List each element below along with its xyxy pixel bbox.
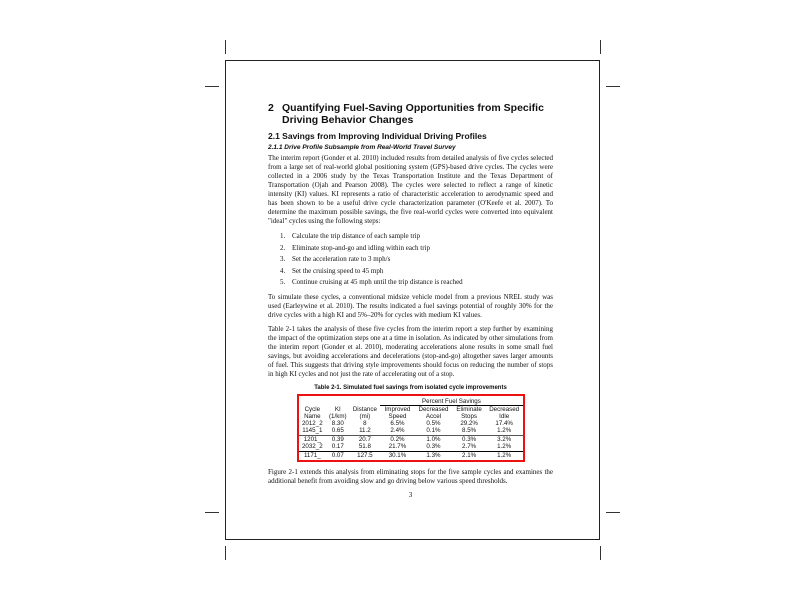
table-cell: 0.39 [326,434,350,444]
fuel-savings-table: Cycle Name KI (1/km) Distance (mi) Percent … [296,393,525,463]
table-cell: 0.17 [331,443,344,451]
table-cell: 1.2% [497,427,512,435]
list-item: 1. Calculate the trip distance of each sa… [280,231,553,243]
table-row: 1145_1 0.65 11.2 2.4% 0.1% 8.5% 1.2% [299,427,523,435]
table-cell: 1201_ [298,434,327,444]
table-cell: 51.8 [358,443,371,451]
col-header: KI (1/km) [329,405,347,420]
paragraph-3: Table 2-1 takes the analysis of these fi… [268,324,553,378]
crop-mark [205,86,219,87]
table-cell: 2012_2 [301,419,323,427]
table-cell: 2032_2 [301,443,323,451]
crop-mark [225,546,226,560]
col-header: Improved Speed [384,405,411,420]
chapter-heading: 2 Quantifying Fuel-Saving Opportunities f… [268,102,553,126]
subsection-heading: 2.1.1 Drive Profile Subsample from Real-… [268,144,456,151]
table-cell: 1145_1 [302,427,323,435]
list-item: 3. Set the acceleration rate to 3 mph/s [280,254,553,266]
paragraph-4: Figure 2-1 extends this analysis from el… [268,468,553,486]
table-cell: 2.1% [452,450,486,460]
table-cell: 20.7 [349,434,381,444]
list-number: 2. [280,243,286,252]
table-cell: 0.65 [331,427,344,435]
page-number: 3 [408,491,413,500]
list-item: 5. Continue cruising at 45 mph until the … [280,277,553,289]
list-text: Set the acceleration rate to 3 mph/s [292,255,391,263]
table-row: 1171_ 0.07 127.5 30.1% 1.3% 2.1% 1.2% [298,450,523,460]
table-cell: 0.07 [326,450,350,460]
document-page [225,60,600,540]
table-caption: Table 2-1. Simulated fuel savings from i… [314,384,507,391]
table-cell: 1171_ [298,450,327,460]
group-header: Percent Fuel Savings [380,397,523,406]
list-text: Set the cruising speed to 45 mph [292,266,384,275]
steps-list: 1. Calculate the trip distance of each sa… [280,231,553,289]
list-text: Calculate the trip distance of each samp… [292,232,421,240]
page-content: 2 Quantifying Fuel-Saving Opportunities f… [268,102,553,500]
list-text: Continue cruising at 45 mph until the tr… [292,278,463,286]
col-header: Eliminate Stops [456,405,482,420]
list-number: 4. [280,266,286,275]
crop-mark [205,512,219,513]
table-cell: 17.4% [495,419,513,427]
table-cell: 0.2% [380,434,415,444]
chapter-number: 2 [268,102,274,114]
table-cell: 11.2 [359,427,371,435]
table-cell: 21.7% [388,443,407,451]
table-cell: 1.3% [414,450,453,460]
crop-mark [606,86,620,87]
chapter-title: Quantifying Fuel-Saving Opportunities fr… [282,102,544,126]
table-cell: 8.30 [331,419,344,427]
list-item: 2. Eliminate stop-and-go and idling withi… [280,243,553,255]
paragraph-2: To simulate these cycles, a conventional… [268,292,553,319]
table-cell: 30.1% [380,450,415,460]
col-header: Decreased Idle [489,405,520,420]
col-header: Cycle Name [304,405,321,420]
list-number: 5. [280,278,286,286]
table-row: 2032_2 0.17 51.8 21.7% 0.3% 2.7% 1.2% [299,443,523,451]
col-header: Decreased Accel [418,405,449,420]
list-item: 4. Set the cruising speed to 45 mph [280,266,553,278]
table-row: 1201_ 0.39 20.7 0.2% 1.0% 0.3% 3.2% [298,434,523,444]
crop-mark [225,40,226,54]
table-cell: 0.3% [426,443,441,451]
table-cell: 2.4% [390,427,405,435]
list-number: 1. [280,232,286,240]
table-cell: 2.7% [462,443,477,451]
table-cell: 8.5% [462,427,477,435]
table-cell: 127.5 [349,450,381,460]
table-cell: 6.5% [390,419,405,427]
table-cell: 8 [363,419,367,427]
table-cell: 29.2% [460,419,478,427]
list-number: 3. [280,255,286,263]
table-cell: 0.1% [426,427,441,435]
paragraph-1: The interim report (Gonder et al. 2010) … [268,154,553,225]
table-cell: 3.2% [485,434,523,444]
table-cell: 0.3% [452,434,486,444]
table-row: 2012_2 8.30 8 6.5% 0.5% 29.2% 17.4% [299,420,523,428]
col-header: Distance (mi) [352,405,377,420]
list-text: Eliminate stop-and-go and idling within … [292,243,431,252]
crop-mark [606,512,620,513]
table-cell: 1.2% [485,450,523,460]
crop-mark [600,546,601,560]
table-cell: 1.2% [497,443,512,451]
table-cell: 1.0% [414,434,453,444]
table-cell: 0.5% [426,419,441,427]
section-heading: 2.1 Savings from Improving Individual Dr… [268,131,487,141]
crop-mark [600,40,601,54]
